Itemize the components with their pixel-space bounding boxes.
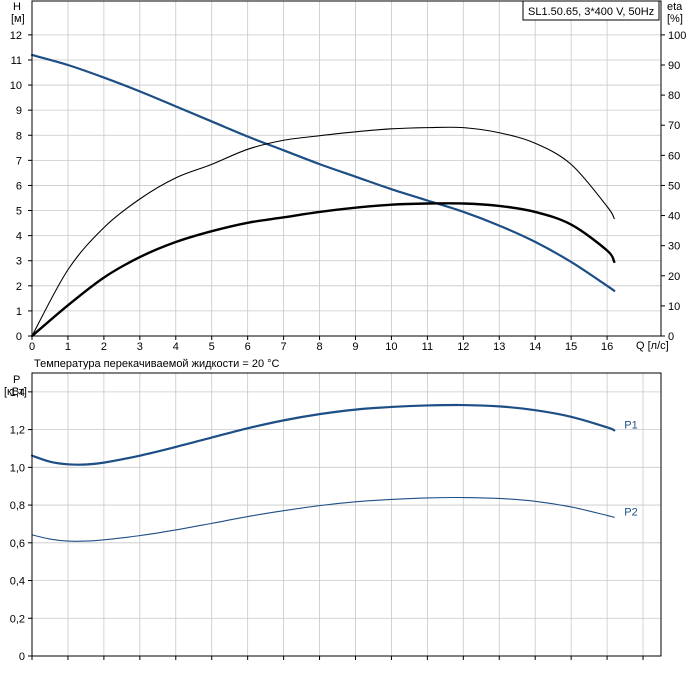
x-tick-label: 10 — [385, 341, 397, 353]
x-tick-label: 15 — [565, 341, 577, 353]
x-tick-label: 1 — [65, 341, 71, 353]
head-tick-label: 1 — [16, 306, 22, 318]
plot-frame — [31, 372, 662, 657]
eta-tick-label: 50 — [668, 180, 680, 192]
head-tick-label: 11 — [11, 55, 22, 67]
power-tick-label: 1,4 — [10, 387, 25, 399]
series-line-p1 — [30, 403, 616, 466]
head-tick-label: 0 — [16, 331, 22, 343]
power-axis-name: P — [13, 374, 20, 386]
head-tick-label: 5 — [16, 206, 22, 218]
x-tick-label: 14 — [529, 341, 541, 353]
x-tick-label: 3 — [137, 341, 143, 353]
series-line-eta_total — [30, 202, 616, 338]
power-tick-label: 0,2 — [10, 613, 25, 625]
eta-tick-label: 60 — [668, 150, 680, 162]
series-line-p2 — [31, 496, 615, 542]
head-axis-name: H — [13, 1, 21, 13]
head-tick-label: 10 — [10, 80, 22, 92]
power-tick-label: 1,0 — [10, 462, 25, 474]
power-tick-label: 1,2 — [10, 425, 25, 437]
eta-tick-label: 70 — [668, 120, 680, 132]
series-label-p1: P1 — [624, 419, 637, 431]
head-tick-label: 7 — [16, 155, 22, 167]
power-plot: 0 0,2 0,4 0,6 0,8 1,0 1,2 1,4 P1 P2 — [10, 372, 662, 663]
power-tick-label: 0,8 — [10, 500, 25, 512]
x-tick-label: 11 — [422, 341, 433, 353]
x-tick-label: 0 — [29, 341, 35, 353]
head-tick-label: 6 — [16, 180, 22, 192]
head-tick-label: 8 — [16, 130, 22, 142]
eta-axis-name: eta — [667, 1, 683, 13]
plot-background — [32, 373, 661, 656]
power-tick-label: 0,6 — [10, 538, 25, 550]
chart-title: SL1.50.65, 3*400 V, 50Hz — [528, 6, 654, 18]
power-axis-unit: [кВт] — [4, 386, 27, 398]
power-tick-label: 0 — [19, 651, 25, 663]
flow-axis-label: Q [л/с] — [636, 340, 669, 352]
series-line-head — [30, 53, 616, 292]
head-efficiency-plot: 0 1 2 3 4 5 6 7 8 9 10 11 12 13 14 15 160123456789101112… — [10, 0, 686, 353]
eta-tick-label: 90 — [668, 60, 680, 72]
series-label-p2: P2 — [624, 506, 637, 518]
power-tick-label: 0,4 — [10, 576, 25, 588]
liquid-temperature-note: Температура перекачиваемой жидкости = 20… — [34, 358, 280, 370]
head-tick-label: 3 — [16, 256, 22, 268]
eta-tick-label: 20 — [668, 271, 680, 283]
x-tick-label: 12 — [457, 341, 469, 353]
plot-background — [32, 1, 661, 336]
head-tick-label: 2 — [16, 281, 22, 293]
title-box — [522, 0, 660, 21]
head-tick-label: 9 — [16, 105, 22, 117]
series-line-eta — [31, 126, 615, 337]
x-tick-label: 4 — [173, 341, 179, 353]
x-tick-label: 8 — [316, 341, 322, 353]
head-tick-label: 12 — [10, 30, 22, 42]
eta-tick-label: 100 — [668, 30, 686, 42]
eta-tick-label: 10 — [668, 301, 680, 313]
eta-tick-label: 30 — [668, 241, 680, 253]
plot-frame — [31, 0, 662, 337]
eta-tick-label: 40 — [668, 211, 680, 223]
eta-tick-label: 0 — [668, 331, 674, 343]
eta-tick-label: 80 — [668, 90, 680, 102]
x-tick-label: 9 — [352, 341, 358, 353]
x-tick-label: 5 — [209, 341, 215, 353]
head-tick-label: 4 — [16, 231, 22, 243]
head-axis-unit: [м] — [11, 13, 25, 25]
eta-axis-unit: [%] — [667, 13, 683, 25]
x-tick-label: 16 — [601, 341, 613, 353]
x-tick-label: 13 — [493, 341, 505, 353]
x-tick-label: 2 — [101, 341, 107, 353]
x-tick-label: 6 — [245, 341, 251, 353]
x-tick-label: 7 — [281, 341, 287, 353]
